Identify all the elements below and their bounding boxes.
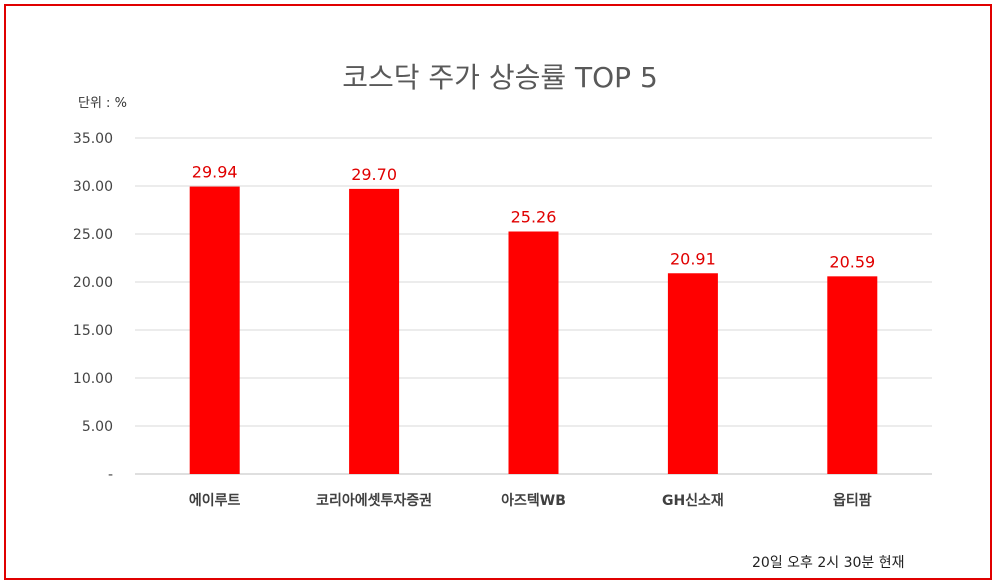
bar [349, 188, 400, 474]
y-tick-label: 30.00 [73, 179, 113, 195]
x-tick-label: 옵티팜 [833, 492, 872, 509]
y-tick-label: 35.00 [73, 131, 113, 147]
x-tick-label: 에이루트 [189, 492, 241, 509]
y-tick-label: 25.00 [73, 227, 113, 243]
data-label: 29.94 [192, 163, 238, 182]
unit-label: 단위 : % [78, 96, 127, 111]
bar [667, 273, 718, 474]
y-tick-label: 20.00 [73, 275, 113, 291]
x-tick-label: GH신소재 [662, 493, 724, 509]
data-label: 29.70 [351, 165, 397, 184]
footnote: 20일 오후 2시 30분 현재 [752, 555, 905, 571]
y-tick-label: 5.00 [82, 419, 113, 435]
bar [827, 276, 878, 474]
bar [508, 231, 559, 474]
y-tick-label: - [108, 467, 113, 483]
chart-title: 코스닥 주가 상승률 TOP 5 [342, 61, 658, 94]
data-label: 20.59 [829, 252, 875, 271]
bar [189, 186, 240, 475]
data-label: 20.91 [670, 249, 716, 268]
y-tick-label: 10.00 [73, 371, 113, 387]
y-tick-label: 15.00 [73, 323, 113, 339]
chart-frame [4, 4, 992, 580]
x-tick-label: 아즈텍WB [501, 492, 566, 509]
data-label: 25.26 [511, 208, 557, 227]
x-tick-label: 코리아에셋투자증권 [316, 492, 432, 509]
